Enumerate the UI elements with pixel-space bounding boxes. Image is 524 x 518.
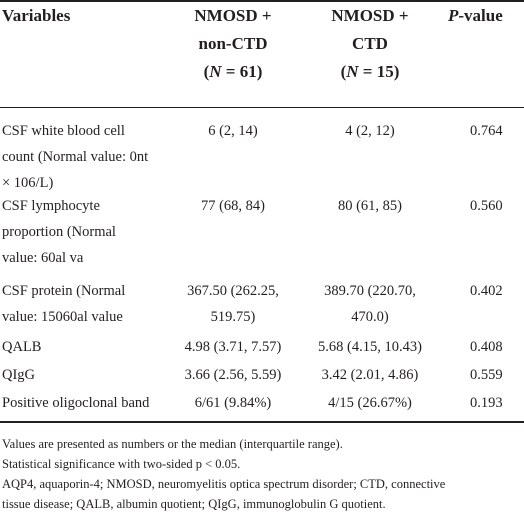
row-nonctd-value: 367.50 (262.25, 519.75) [170,278,296,330]
row-nonctd-line: 4.98 (3.71, 7.57) [184,339,282,355]
row-variable-line: CSF protein (Normal [2,283,126,299]
header-p-value: P-value [448,6,503,25]
row-variable: Positive oligoclonal band [2,390,172,416]
row-ctd-value: 5.68 (4.15, 10.43) [305,334,435,360]
row-nonctd-value: 77 (68, 84) [170,193,296,219]
row-nonctd-value: 6 (2, 14) [170,118,296,144]
row-p-value: 0.402 [470,283,503,299]
row-variable-line: value: 60al va [2,250,84,266]
row-nonctd-value: 4.98 (3.71, 7.57) [170,334,296,360]
row-nonctd-line: 6 (2, 14) [208,123,258,139]
row-variable-line: × 106/L) [2,175,54,191]
row-ctd-line: 5.68 (4.15, 10.43) [318,339,422,355]
header-nmosd-ctd: NMOSD + CTD (N = 15) [318,2,422,86]
n-symbol: N [209,62,222,81]
row-nonctd-line: 77 (68, 84) [200,198,266,214]
row-variable-line: count (Normal value: 0nt [2,149,149,165]
row-variable: CSF white blood cell count (Normal value… [2,118,152,196]
footnote: Values are presented as numbers or the m… [2,437,343,451]
row-variable-line: CSF lymphocyte [2,198,100,214]
row-nonctd-line: 6/61 (9.84%) [194,395,272,411]
row-ctd-value: 80 (61, 85) [305,193,435,219]
row-variable: CSF lymphocyte proportion (Normal value:… [2,193,152,271]
header-ctd-line: CTD [352,34,388,53]
table-footnotes: Values are presented as numbers or the m… [2,434,524,514]
header-ctd-line: NMOSD + [331,6,409,25]
row-nonctd-value: 6/61 (9.84%) [170,390,296,416]
n-symbol: N [346,62,359,81]
footnote: tissue disease; QALB, albumin quotient; … [2,497,386,511]
row-variable-line: CSF white blood cell [2,123,125,139]
p-symbol: P [448,6,459,25]
header-nonctd-line: NMOSD + [194,6,272,25]
row-ctd-value: 4 (2, 12) [305,118,435,144]
row-ctd-line: 3.42 (2.01, 4.86) [321,367,419,383]
row-variable-line: value: 15060al value [2,309,123,325]
header-nonctd-n: (N = 61) [203,62,263,81]
footnote: Statistical significance with two-sided … [2,457,241,471]
row-ctd-line: 389.70 (220.70, [324,283,416,299]
row-p-value: 0.408 [470,339,503,355]
header-ctd-n: (N = 15) [340,62,400,81]
table-bottom-rule [0,421,524,423]
row-ctd-line: 470.0) [351,309,389,325]
row-variable-line: Positive oligoclonal band [2,395,150,411]
row-p-value: 0.559 [470,367,503,383]
table-top-rule [0,0,524,2]
row-variable-line: proportion (Normal [2,224,116,240]
header-divider-rule [0,107,524,108]
row-ctd-value: 3.42 (2.01, 4.86) [305,362,435,388]
header-variables: Variables [2,6,71,25]
header-nonctd-line: non-CTD [198,34,268,53]
row-ctd-line: 4 (2, 12) [345,123,395,139]
row-nonctd-line: 367.50 (262.25, [187,283,279,299]
row-nonctd-value: 3.66 (2.56, 5.59) [170,362,296,388]
row-ctd-line: 80 (61, 85) [337,198,403,214]
row-variable: QALB [2,334,152,360]
row-variable: CSF protein (Normal value: 15060al value [2,278,152,330]
row-variable: QIgG [2,362,152,388]
row-variable-line: QIgG [2,367,36,383]
row-p-value: 0.193 [470,395,503,411]
row-ctd-value: 389.70 (220.70, 470.0) [305,278,435,330]
row-p-value: 0.764 [470,123,503,139]
row-nonctd-line: 519.75) [210,309,256,325]
row-nonctd-line: 3.66 (2.56, 5.59) [184,367,282,383]
row-p-value: 0.560 [470,198,503,214]
row-variable-line: QALB [2,339,42,355]
row-ctd-value: 4/15 (26.67%) [305,390,435,416]
header-nmosd-nonctd: NMOSD + non-CTD (N = 61) [178,2,288,86]
footnote: AQP4, aquaporin-4; NMOSD, neuromyelitis … [2,477,446,491]
row-ctd-line: 4/15 (26.67%) [328,395,412,411]
